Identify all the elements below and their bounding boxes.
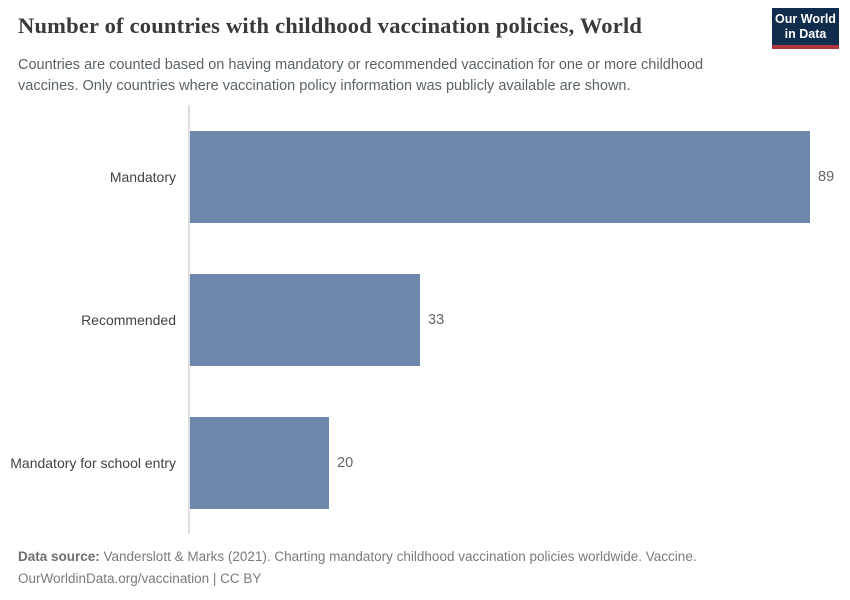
bar[interactable] (190, 273, 420, 366)
bar-row: Mandatory for school entry 20 (0, 391, 850, 534)
chart-footer: Data source: Vanderslott & Marks (2021).… (18, 546, 828, 590)
source-label: Data source: (18, 549, 100, 564)
category-label: Mandatory for school entry (10, 454, 176, 471)
bar-chart: Mandatory 89 Recommended 33 Mandatory for sc… (0, 105, 850, 534)
bar-row: Mandatory 89 (0, 105, 850, 248)
category-label: Recommended (81, 311, 176, 328)
owid-logo-line2: in Data (784, 27, 827, 41)
value-label: 89 (818, 168, 835, 185)
attribution-line: OurWorldinData.org/vaccination | CC BY (18, 571, 262, 586)
value-label: 33 (428, 311, 445, 328)
chart-subtitle: Countries are counted based on having ma… (18, 57, 704, 94)
owid-logo[interactable]: Our World in Data (772, 8, 839, 49)
source-line: Data source: Vanderslott & Marks (2021).… (18, 546, 828, 568)
bar[interactable] (190, 130, 810, 223)
owid-logo-line1: Our World (775, 12, 836, 26)
y-axis-line (188, 105, 190, 534)
value-label: 20 (337, 454, 354, 471)
source-text: Vanderslott & Marks (2021). Charting man… (99, 549, 697, 564)
chart-title: Number of countries with childhood vacci… (18, 13, 643, 38)
bar-row: Recommended 33 (0, 248, 850, 391)
bar[interactable] (190, 416, 329, 509)
category-label: Mandatory (109, 168, 176, 185)
